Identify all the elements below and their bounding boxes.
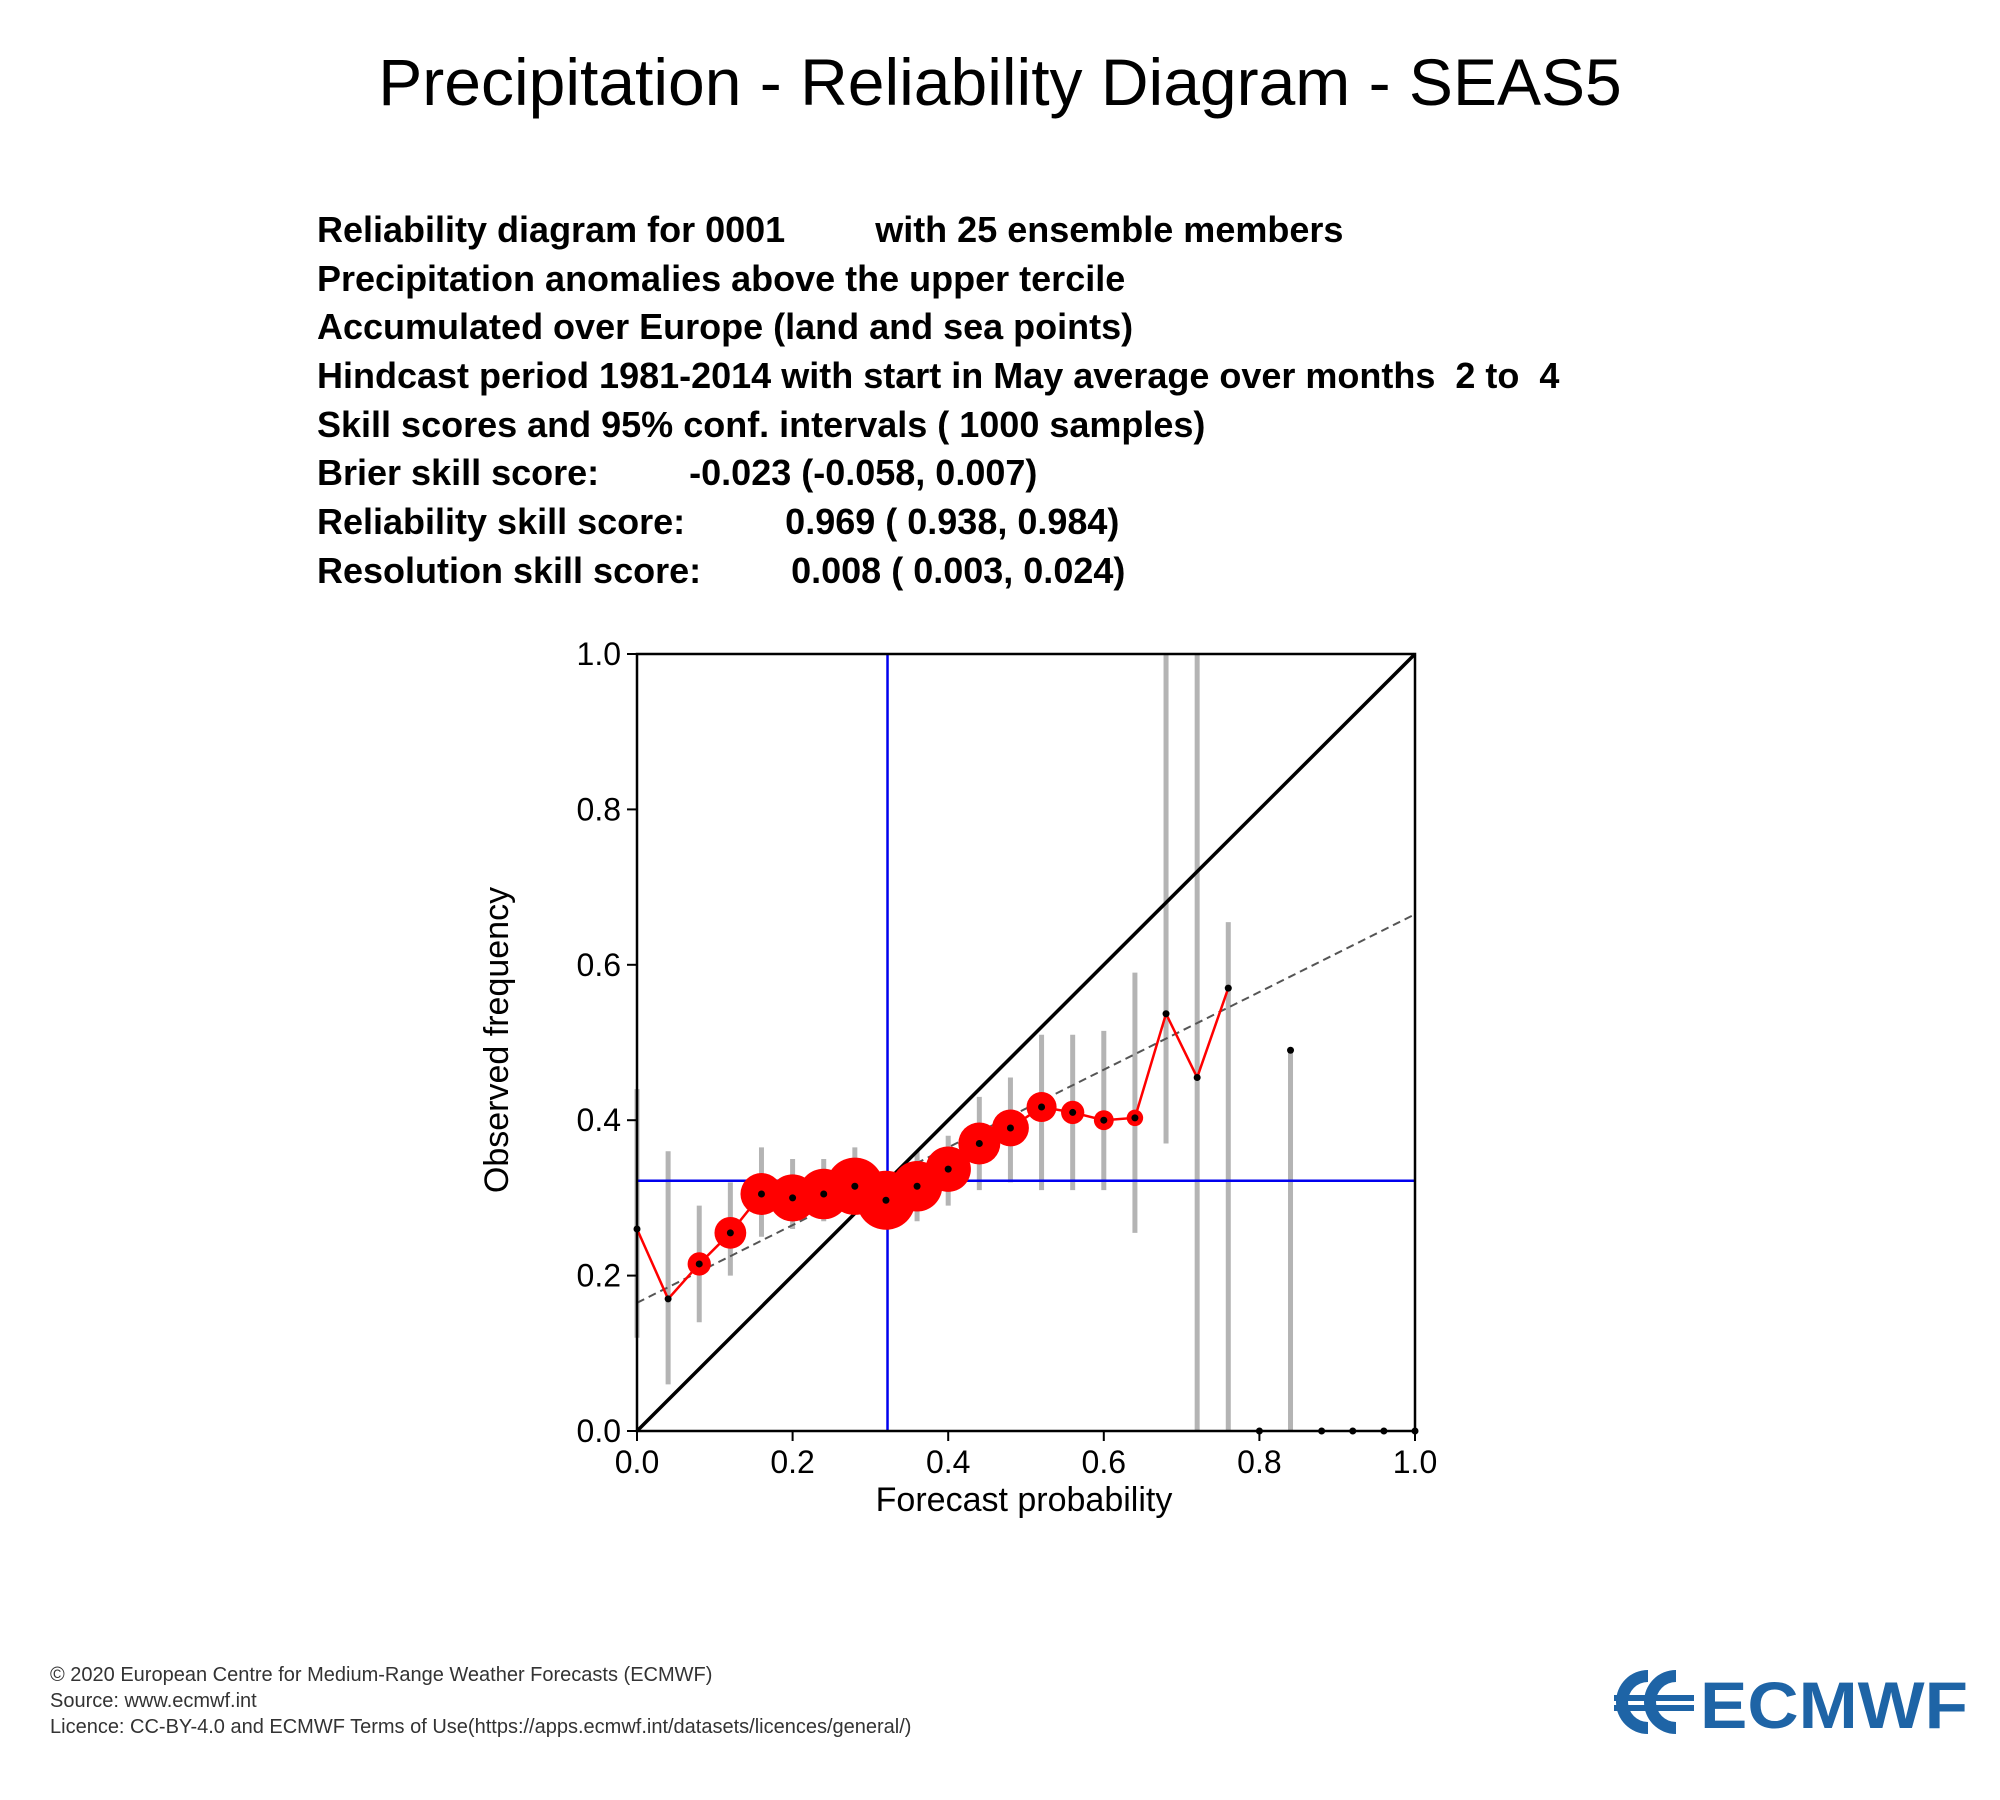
point-markers [633, 984, 1419, 1435]
page-title: Precipitation - Reliability Diagram - SE… [378, 45, 1622, 119]
fitted-line [636, 913, 1416, 1304]
data-point [757, 1190, 765, 1198]
info-line: Resolution skill score: 0.008 ( 0.003, 0… [317, 549, 1126, 591]
y-tick-label: 0.4 [577, 1102, 621, 1138]
y-tick-label: 0.0 [577, 1413, 621, 1449]
data-point [882, 1196, 890, 1204]
x-tick-label: 0.2 [770, 1444, 814, 1480]
x-tick-label: 0.4 [926, 1444, 970, 1480]
x-axis-label: Forecast probability [876, 1481, 1173, 1519]
x-tick-label: 0.6 [1082, 1444, 1126, 1480]
info-line: Brier skill score: -0.023 (-0.058, 0.007… [317, 452, 1038, 494]
y-tick-label: 1.0 [577, 636, 621, 672]
info-text-block: Reliability diagram for 0001 with 25 ens… [317, 206, 1559, 596]
reliability-curve [635, 987, 1230, 1302]
data-point [789, 1194, 797, 1202]
y-tick-label: 0.6 [577, 947, 621, 983]
data-point [726, 1229, 734, 1237]
x-tick-label: 1.0 [1393, 1444, 1437, 1480]
data-point [820, 1190, 828, 1198]
footer-copyright: © 2020 European Centre for Medium-Range … [50, 1664, 713, 1686]
footer-licence: Licence: CC-BY-4.0 and ECMWF Terms of Us… [50, 1716, 912, 1738]
axes: 0.0 0.2 0.4 0.6 0.8 1.0 0.0 0.2 0.4 0.6 0.8 1.0 [577, 636, 1438, 1480]
data-point [851, 1182, 859, 1190]
y-tick-label: 0.8 [577, 791, 621, 827]
data-point [1006, 1124, 1014, 1132]
reliability-series [635, 987, 1230, 1302]
data-point [1224, 984, 1232, 992]
data-point [664, 1295, 672, 1303]
data-point [1038, 1103, 1046, 1111]
data-point [975, 1140, 983, 1148]
info-line: Skill scores and 95% conf. intervals ( 1… [317, 403, 1206, 445]
perfect-reliability-line [635, 652, 1417, 1433]
data-point [1131, 1114, 1139, 1122]
info-line: Hindcast period 1981-2014 with start in … [317, 355, 1560, 397]
info-line: Reliability skill score: 0.969 ( 0.938, … [317, 501, 1120, 543]
footer-source: Source: www.ecmwf.int [50, 1690, 257, 1712]
plot-frame [635, 652, 1417, 1433]
ecmwf-logo: ECMWF [1614, 1668, 1968, 1736]
footer: © 2020 European Centre for Medium-Range … [50, 1662, 911, 1740]
data-point [1193, 1073, 1201, 1081]
y-axis-label: Observed frequency [478, 887, 516, 1193]
data-point [1069, 1108, 1077, 1116]
reference-lines [635, 652, 1417, 1433]
ecmwf-logo-mark [1614, 1670, 1694, 1734]
data-point [695, 1260, 703, 1268]
ecmwf-logo-text: ECMWF [1700, 1668, 1968, 1736]
info-line: Reliability diagram for 0001 with 25 ens… [317, 209, 1344, 250]
data-point [1100, 1116, 1108, 1124]
data-point [913, 1182, 921, 1190]
y-tick-label: 0.2 [577, 1258, 621, 1294]
x-tick-label: 0.8 [1237, 1444, 1281, 1480]
data-point [944, 1165, 952, 1173]
data-point [1162, 1010, 1170, 1018]
info-line: Accumulated over Europe (land and sea po… [317, 306, 1134, 348]
confidence-bars [634, 654, 1294, 1431]
x-tick-label: 0.0 [615, 1444, 659, 1480]
info-line: Precipitation anomalies above the upper … [317, 257, 1126, 299]
reliability-chart: 0.0 0.2 0.4 0.6 0.8 1.0 0.0 0.2 0.4 0.6 0.8 1.0 For… [478, 636, 1438, 1519]
data-point [1287, 1046, 1295, 1054]
